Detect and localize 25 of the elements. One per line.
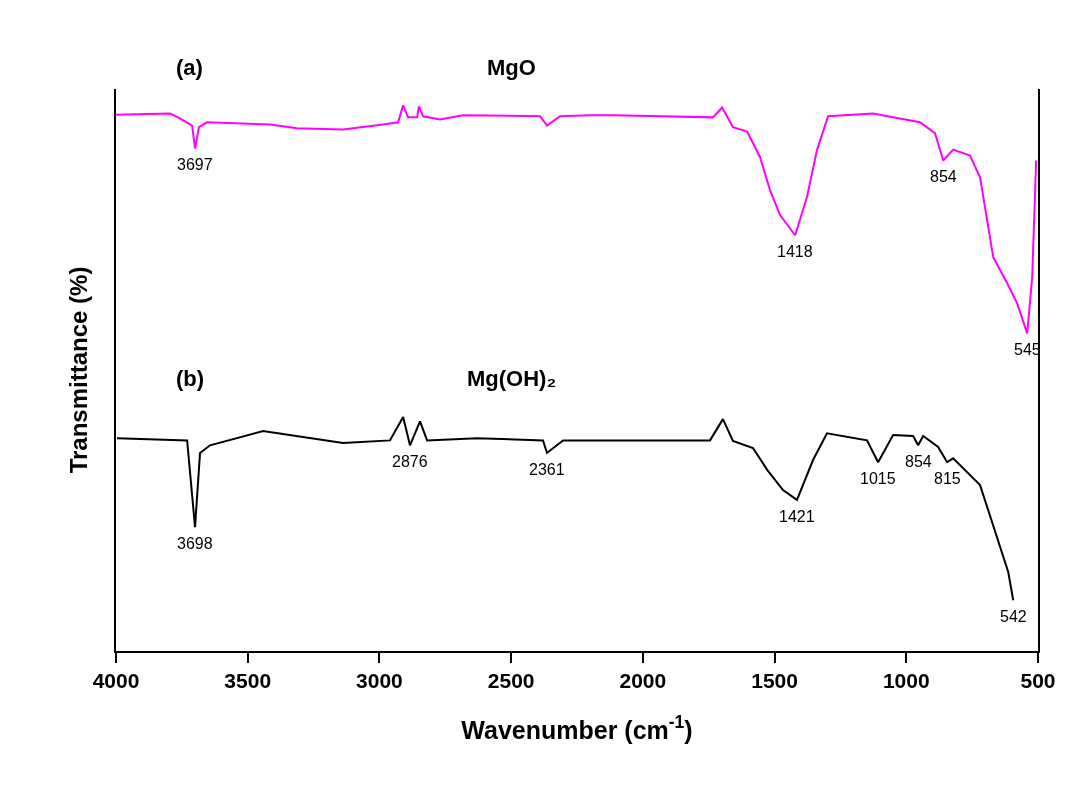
text: (a)	[176, 55, 203, 80]
annotation: 2361	[529, 461, 565, 478]
annotation: 1015	[860, 470, 896, 487]
annotation: 3698	[177, 535, 213, 552]
x-tick-label: 3500	[224, 669, 272, 693]
x-axis-title: Wavenumber (cm$^{-1}$)	[461, 712, 693, 744]
x-tick-label: 2000	[619, 669, 667, 693]
annotation: 542	[1000, 608, 1027, 625]
x-tick-label: 3000	[356, 669, 403, 693]
y-axis-title: Transmittance (%)	[64, 266, 92, 474]
annotation: 854	[930, 168, 957, 185]
annotation: 1421	[779, 508, 815, 525]
x-tick-label: 1000	[882, 669, 930, 693]
annotation: 854	[905, 453, 932, 470]
annotation: (b)	[176, 366, 205, 391]
annotation: 2876	[392, 453, 428, 470]
x-tick-label: 4000	[92, 669, 140, 693]
x-tick-label: 1500	[751, 669, 798, 693]
annotation: 3697	[177, 156, 213, 173]
annotation: 1418	[777, 243, 813, 260]
text: Mg(OH)₂	[467, 366, 557, 391]
x-tick-label: 2500	[487, 669, 535, 693]
series-label: MgO	[487, 55, 536, 80]
annotation: 815	[934, 470, 961, 487]
x-tick-label: 500	[1020, 669, 1056, 693]
